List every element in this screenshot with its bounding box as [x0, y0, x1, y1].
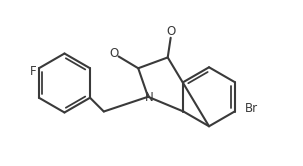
- Text: F: F: [30, 65, 36, 78]
- Text: N: N: [145, 91, 153, 104]
- Text: O: O: [166, 25, 175, 38]
- Text: Br: Br: [245, 102, 258, 115]
- Text: O: O: [109, 47, 118, 60]
